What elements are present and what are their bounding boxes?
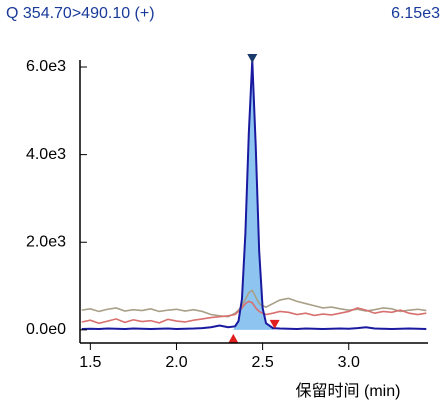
y-tick-label: 6.0e3 xyxy=(26,58,66,75)
peak-area xyxy=(233,60,275,330)
max-label: 6.15e3 xyxy=(391,5,440,22)
x-tick-label: 2.5 xyxy=(251,354,273,371)
series-line xyxy=(81,300,427,325)
peak-start-marker xyxy=(228,333,239,343)
y-tick-label: 0.0e0 xyxy=(26,321,66,338)
peak-end-marker xyxy=(269,319,280,329)
y-tick-label: 2.0e3 xyxy=(26,233,66,250)
peak-apex-marker xyxy=(247,54,258,63)
series-line xyxy=(81,289,427,318)
chart-title: Q 354.70>490.10 (+) xyxy=(6,5,155,22)
x-tick-label: 2.0 xyxy=(165,354,187,371)
x-tick-label: 3.0 xyxy=(338,354,360,371)
x-axis-label: 保留时间 (min) xyxy=(296,382,401,400)
y-tick-label: 4.0e3 xyxy=(26,146,66,163)
x-tick-label: 1.5 xyxy=(79,354,101,371)
